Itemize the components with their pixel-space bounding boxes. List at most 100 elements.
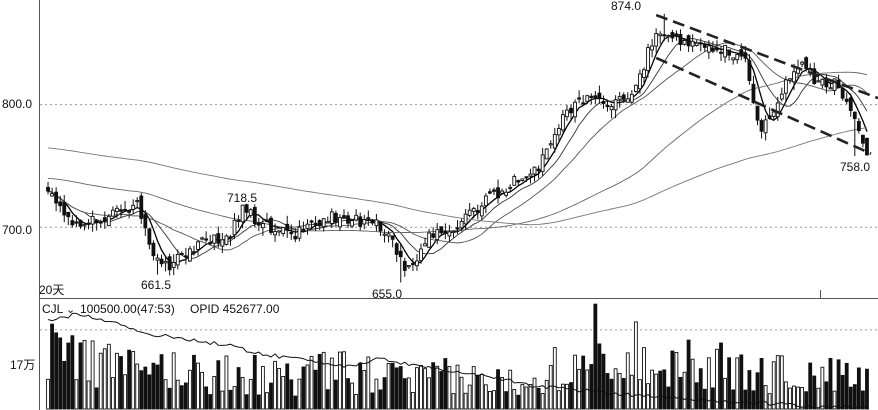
candle-body xyxy=(504,191,509,196)
y-tick-700: 700.0 xyxy=(2,223,32,237)
candle-body xyxy=(50,193,54,197)
candle-body xyxy=(479,205,484,217)
volume-bar xyxy=(115,352,119,410)
volume-bar xyxy=(228,389,233,410)
candle-body xyxy=(147,228,152,245)
candle-body xyxy=(617,96,622,100)
candle-body xyxy=(804,57,809,69)
volume-bar xyxy=(301,366,306,410)
candle-body xyxy=(666,35,671,38)
volume-bar xyxy=(650,369,655,410)
candle-body xyxy=(775,102,780,118)
candle-body xyxy=(569,107,573,114)
volume-bar xyxy=(593,303,598,410)
volume-bar xyxy=(86,380,91,410)
open-interest-value: OPID 452677.00 xyxy=(190,302,280,316)
candle-body xyxy=(58,201,63,207)
volume-bar xyxy=(127,349,132,410)
candle-body xyxy=(711,47,715,52)
volume-bar xyxy=(852,384,857,410)
volume-bar xyxy=(544,379,549,410)
volume-bar xyxy=(597,343,602,410)
volume-bar xyxy=(812,375,817,410)
candle-body xyxy=(715,47,719,51)
volume-bar xyxy=(54,332,59,410)
candle-body xyxy=(131,204,136,210)
candle-body xyxy=(98,221,103,224)
candle-body xyxy=(163,260,168,264)
volume-bar xyxy=(455,364,460,410)
volume-bar xyxy=(808,362,813,410)
candle-body xyxy=(516,180,521,183)
candle-body xyxy=(82,224,87,227)
candle-body xyxy=(342,215,346,218)
volume-bar xyxy=(313,369,318,410)
candle-body xyxy=(702,43,707,48)
candle-body xyxy=(496,187,500,199)
candle-body xyxy=(167,256,172,271)
candle-body xyxy=(455,227,460,230)
volume-bar xyxy=(208,394,213,410)
candle-body xyxy=(848,97,853,111)
volume-value: 100500.00(47:53) xyxy=(80,302,175,316)
candle-body xyxy=(792,71,796,83)
candle-body xyxy=(443,230,448,234)
volume-bar xyxy=(402,378,407,410)
candle-body xyxy=(654,33,659,47)
candle-body xyxy=(500,190,505,194)
candle-body xyxy=(155,257,160,261)
candle-body xyxy=(552,134,557,149)
candle-body xyxy=(536,168,541,172)
volume-bar xyxy=(694,382,699,410)
candle-body xyxy=(731,57,736,61)
candle-body xyxy=(94,219,99,223)
volume-bar xyxy=(565,383,569,410)
volume-bar xyxy=(467,384,472,410)
volume-bar xyxy=(706,357,711,410)
y-tick-800: 800.0 xyxy=(2,97,32,111)
ma-line-20 xyxy=(47,42,868,251)
candle-body xyxy=(451,230,456,234)
candle-body xyxy=(220,239,225,247)
volume-bar xyxy=(281,376,286,410)
candle-body xyxy=(415,260,419,267)
candle-body xyxy=(678,34,683,45)
candle-body xyxy=(329,211,334,224)
candle-body xyxy=(256,222,261,226)
candle-body xyxy=(390,235,395,240)
volume-bar xyxy=(731,389,736,410)
candle-body xyxy=(260,223,265,229)
volume-bar xyxy=(447,366,452,410)
volume-indicator-symbol[interactable]: CJL xyxy=(42,302,64,316)
volume-bar xyxy=(690,358,695,410)
volume-bar xyxy=(459,376,464,410)
candle-body xyxy=(633,84,638,92)
candle-body xyxy=(816,80,821,83)
volume-bar xyxy=(70,335,75,410)
candle-body xyxy=(317,220,322,227)
volume-bar xyxy=(293,395,298,410)
annotation-655: 655.0 xyxy=(372,287,402,301)
volume-bar xyxy=(629,374,634,410)
volume-bar xyxy=(443,358,448,410)
volume-bar xyxy=(374,378,379,410)
candle-body xyxy=(528,173,533,177)
volume-bar xyxy=(175,379,180,410)
volume-dropdown-chevron-icon[interactable]: ⌄ xyxy=(66,304,75,316)
volume-bar xyxy=(613,368,618,410)
volume-bar xyxy=(46,378,50,410)
volume-bar xyxy=(236,367,241,410)
candle-body xyxy=(447,231,452,237)
candle-body xyxy=(139,195,144,219)
volume-bar xyxy=(406,377,411,410)
candle-body xyxy=(200,237,204,240)
candle-body xyxy=(751,83,756,104)
candle-body xyxy=(544,148,549,160)
ma-line-120 xyxy=(47,127,868,226)
volume-bar xyxy=(763,385,768,410)
candle-body xyxy=(382,233,387,236)
volume-bar xyxy=(556,390,561,410)
candle-body xyxy=(581,102,586,105)
candle-body xyxy=(682,40,687,45)
candle-body xyxy=(840,87,845,99)
